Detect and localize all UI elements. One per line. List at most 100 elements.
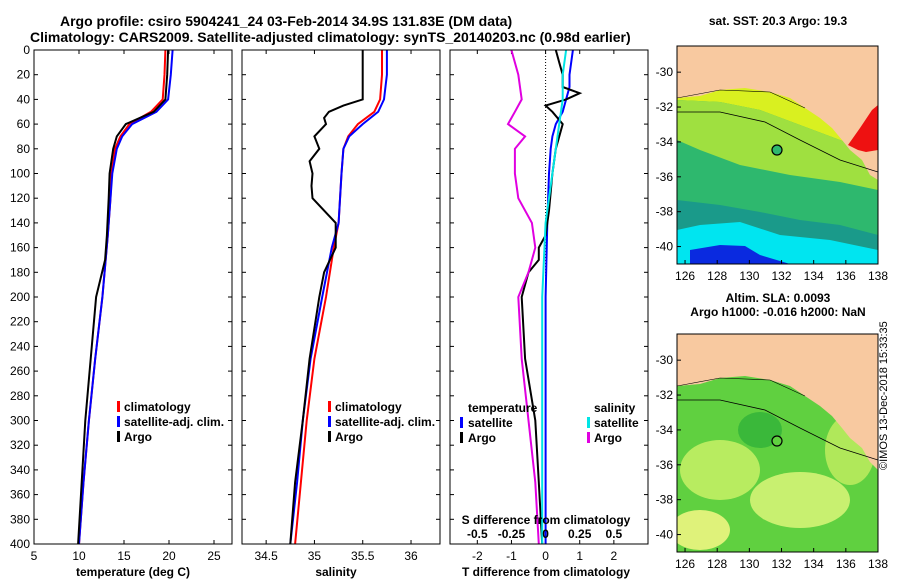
legend-climatology: climatology	[124, 400, 191, 414]
legend-temperature-title: temperature	[468, 401, 538, 415]
legend-swatch-argo	[328, 431, 331, 442]
x-tick-label: 10	[72, 549, 86, 563]
map-lat-label: -40	[656, 240, 674, 254]
map-lat-label: -30	[656, 353, 674, 367]
sla-map: Altim. SLA: 0.0093 Argo h1000: -0.016 h2…	[656, 291, 889, 571]
map-lat-label: -40	[656, 528, 674, 542]
map-lat-label: -36	[656, 458, 674, 472]
sst-contour-2	[677, 89, 806, 109]
map-lon-label: 136	[836, 557, 856, 571]
figure-title-line2: Climatology: CARS2009. Satellite-adjuste…	[30, 29, 631, 45]
sla-contour-1	[677, 399, 878, 461]
depth-tick-label: 0	[23, 43, 30, 57]
map-lat-label: -36	[656, 170, 674, 184]
series-line-satellite-adj-clim-	[78, 49, 174, 545]
depth-tick-label: 60	[17, 117, 31, 131]
figure-title-line1: Argo profile: csiro 5904241_24 03-Feb-20…	[60, 13, 512, 29]
depth-tick-label: 160	[10, 241, 30, 255]
map-lon-label: 138	[868, 269, 888, 283]
s-diff-tick-label: -0.25	[498, 527, 526, 541]
x-tick-label: 35	[308, 549, 322, 563]
depth-tick-label: 220	[10, 315, 30, 329]
sst-map: sat. SST: 20.3 Argo: 19.3 126 128 130 132 13…	[656, 14, 889, 283]
map-lat-label: -30	[656, 65, 674, 79]
sla-patch-4	[738, 412, 782, 448]
difference-frame	[449, 49, 649, 545]
s-diff-tick-label: 0.5	[606, 527, 623, 541]
series-line-climatology	[78, 49, 167, 545]
difference-panel: -2 -1 0 1 2 -0.5 -0.25 0 0.25 0.5 T difference f…	[449, 49, 649, 579]
sst-land	[677, 46, 878, 180]
map-lon-label: 132	[772, 557, 792, 571]
map-lat-label: -32	[656, 388, 674, 402]
s-diff-tick-label: 0.25	[568, 527, 592, 541]
salinity-panel: 34.5 35 35.5 36 salinity climatology satell…	[241, 49, 441, 579]
series-line-argo	[289, 50, 364, 545]
legend-swatch-s-argo	[587, 432, 590, 443]
sst-hot-spot	[848, 105, 878, 152]
x-tick-label: -1	[506, 549, 517, 563]
map-lat-label: -34	[656, 135, 674, 149]
sla-map-title-1: Altim. SLA: 0.0093	[726, 291, 831, 305]
legend-argo: Argo	[124, 430, 152, 444]
sla-contour-2	[677, 377, 806, 397]
map-lon-label: 136	[836, 269, 856, 283]
temperature-legend: climatology satellite-adj. clim. Argo	[117, 400, 224, 444]
x-tick-label: 35.5	[351, 549, 375, 563]
legend-satellite-adj: satellite-adj. clim.	[335, 415, 435, 429]
legend-s-satellite: satellite	[594, 416, 639, 430]
depth-tick-label: 340	[10, 463, 30, 477]
map-lon-label: 126	[675, 269, 695, 283]
legend-swatch-argo	[117, 431, 120, 442]
x-tick-label: 0	[542, 549, 549, 563]
series-line-salinity-satellite	[541, 49, 568, 544]
depth-tick-label: 120	[10, 191, 30, 205]
x-tick-label: 2	[611, 549, 618, 563]
difference-legend: temperature satellite Argo salinity sate…	[460, 401, 639, 445]
temperature-panel: 0 20 40 60 80 100 120 140 160 180 200 220 240 260 280 3…	[10, 43, 233, 579]
series-line-temperature-argo	[520, 49, 583, 545]
depth-tick-label: 280	[10, 389, 30, 403]
legend-argo: Argo	[335, 430, 363, 444]
depth-tick-label: 320	[10, 438, 30, 452]
series-line-satellite-adj-clim-	[289, 50, 388, 545]
depth-tick-label: 80	[17, 142, 31, 156]
depth-tick-label: 200	[10, 290, 30, 304]
depth-tick-label: 260	[10, 364, 30, 378]
imos-watermark: ©IMOS 13-Dec-2018 15:33:35	[878, 321, 890, 470]
s-difference-axis-label: S difference from climatology	[462, 513, 631, 527]
depth-tick-label: 140	[10, 216, 30, 230]
sst-map-frame	[676, 45, 879, 265]
depth-tick-label: 20	[17, 68, 31, 82]
sla-patch-1	[680, 440, 760, 500]
legend-swatch-s-satellite	[587, 417, 590, 428]
legend-t-argo: Argo	[468, 431, 496, 445]
map-lat-label: -32	[656, 100, 674, 114]
x-tick-label: -2	[472, 549, 483, 563]
x-tick-label: 25	[207, 549, 221, 563]
s-diff-tick-label: -0.5	[467, 527, 488, 541]
sla-patch-5	[677, 510, 730, 550]
sla-float-marker	[771, 435, 783, 447]
legend-swatch-climatology	[117, 401, 120, 412]
depth-tick-label: 40	[17, 92, 31, 106]
map-lon-label: 130	[739, 557, 759, 571]
legend-swatch-t-argo	[460, 432, 463, 443]
series-line-climatology	[294, 50, 383, 545]
sla-map-title-2: Argo h1000: -0.016 h2000: NaN	[690, 305, 865, 319]
legend-swatch-satellite-adj	[328, 416, 331, 427]
depth-tick-label: 360	[10, 488, 30, 502]
salinity-axis-label: salinity	[315, 565, 357, 579]
x-tick-label: 36	[404, 549, 418, 563]
legend-climatology: climatology	[335, 400, 402, 414]
series-line-argo	[77, 49, 170, 545]
temperature-frame	[33, 49, 233, 545]
legend-satellite-adj: satellite-adj. clim.	[124, 415, 224, 429]
x-tick-label: 15	[117, 549, 131, 563]
sst-blue-band	[690, 245, 790, 264]
depth-tick-label: 180	[10, 265, 30, 279]
x-tick-label: 34.5	[254, 549, 278, 563]
series-line-temperature-satellite	[544, 49, 574, 544]
map-lat-label: -38	[656, 205, 674, 219]
